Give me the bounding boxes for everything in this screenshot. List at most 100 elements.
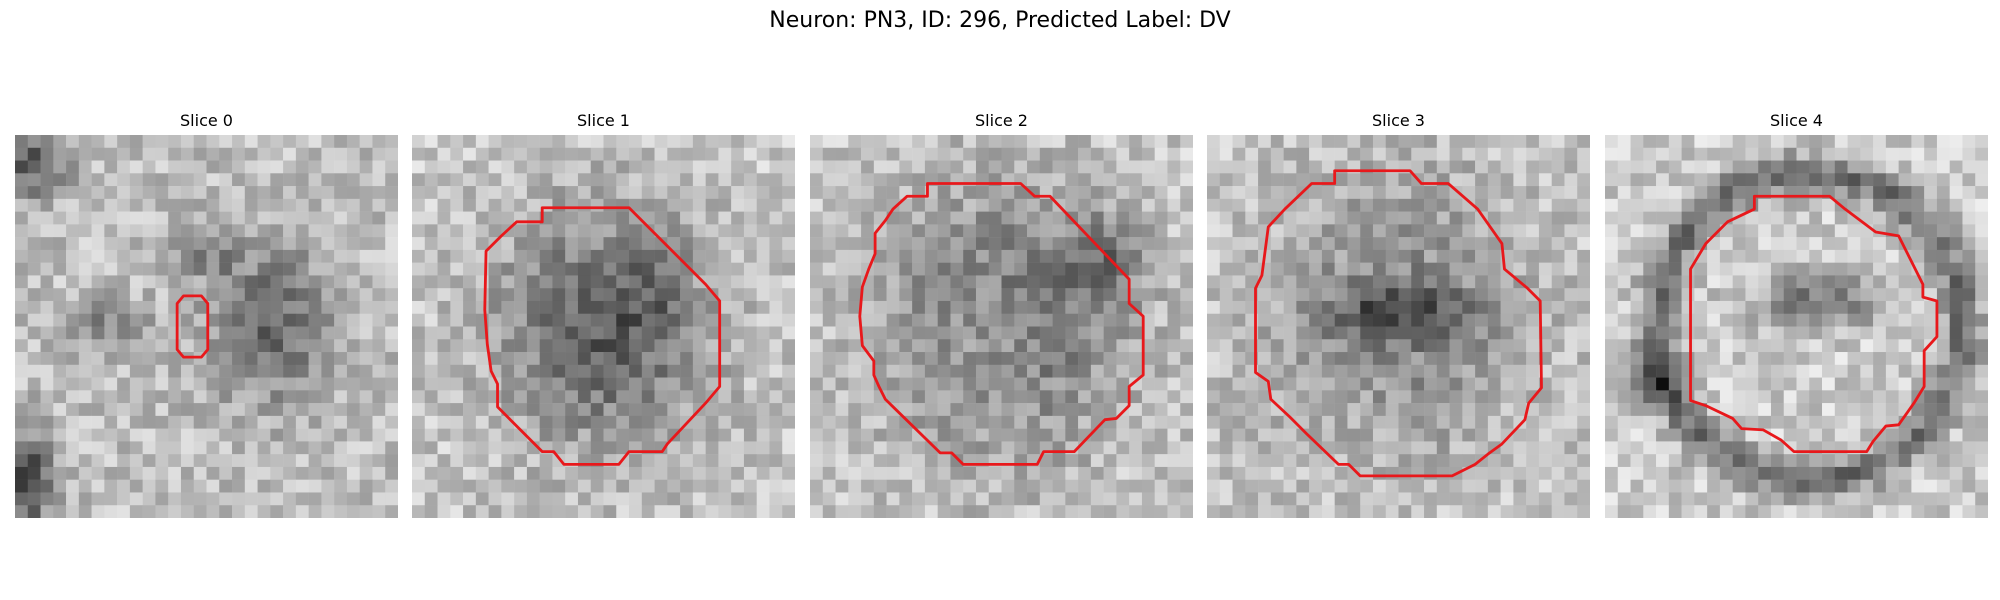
pixel (1847, 262, 1861, 276)
pixel (1873, 147, 1887, 161)
pixel (782, 275, 795, 289)
pixel (15, 211, 29, 225)
pixel (168, 211, 182, 225)
pixel (1078, 492, 1092, 506)
pixel (1745, 135, 1759, 149)
pixel (219, 173, 233, 187)
pixel (501, 211, 515, 225)
pixel (769, 454, 783, 468)
pixel (590, 237, 604, 251)
pixel (603, 339, 617, 353)
pixel (27, 288, 41, 302)
pixel (437, 479, 451, 493)
pixel (1219, 466, 1233, 480)
pixel (1014, 415, 1028, 429)
pixel (257, 403, 271, 417)
pixel (1860, 186, 1874, 200)
pixel (412, 135, 426, 149)
pixel (1911, 249, 1925, 263)
pixel (912, 275, 926, 289)
pixel (437, 326, 451, 340)
pixel (232, 454, 246, 468)
pixel (385, 403, 398, 417)
pixel (1141, 186, 1155, 200)
pixel (180, 492, 194, 506)
pixel (616, 300, 630, 314)
pixel (835, 211, 849, 225)
pixel (372, 160, 386, 174)
pixel (718, 441, 732, 455)
pixel (1758, 377, 1772, 391)
pixel (1681, 466, 1695, 480)
pixel (1758, 441, 1772, 455)
pixel (1898, 135, 1912, 149)
pixel (78, 288, 92, 302)
pixel (1090, 211, 1104, 225)
pixel (1873, 352, 1887, 366)
pixel (270, 505, 284, 518)
pixel (1500, 403, 1514, 417)
pixel (1180, 403, 1193, 417)
pixel (1129, 211, 1143, 225)
pixel (283, 505, 297, 518)
pixel (1898, 160, 1912, 174)
pixel (1847, 275, 1861, 289)
pixel (412, 288, 426, 302)
pixel (91, 403, 105, 417)
pixel (463, 441, 477, 455)
pixel (988, 262, 1002, 276)
pixel (1873, 262, 1887, 276)
pixel (1475, 403, 1489, 417)
pixel (1847, 147, 1861, 161)
pixel (756, 262, 770, 276)
pixel (53, 275, 67, 289)
pixel (1270, 441, 1284, 455)
pixel (40, 428, 54, 442)
pixel (155, 275, 169, 289)
pixel (1605, 441, 1619, 455)
pixel (1398, 147, 1412, 161)
pixel (565, 173, 579, 187)
pixel (1758, 352, 1772, 366)
pixel (1219, 300, 1233, 314)
pixel (1487, 198, 1501, 212)
pixel (1309, 249, 1323, 263)
pixel (1668, 275, 1682, 289)
pixel (1885, 364, 1899, 378)
pixel (129, 147, 143, 161)
pixel (475, 364, 489, 378)
pixel (78, 147, 92, 161)
pixel (1321, 403, 1335, 417)
pixel (1834, 135, 1848, 149)
pixel (117, 441, 131, 455)
pixel (168, 262, 182, 276)
pixel (1078, 326, 1092, 340)
pixel (359, 160, 373, 174)
pixel (963, 352, 977, 366)
pixel (129, 275, 143, 289)
pixel (91, 173, 105, 187)
pixel (1577, 173, 1590, 187)
pixel (1975, 339, 1988, 353)
pixel (1668, 160, 1682, 174)
pixel (1526, 275, 1540, 289)
pixel (1538, 390, 1552, 404)
pixel (552, 237, 566, 251)
pixel (1526, 403, 1540, 417)
pixel (1360, 390, 1374, 404)
pixel (1719, 326, 1733, 340)
pixel (168, 454, 182, 468)
pixel (1154, 300, 1168, 314)
pixel (1656, 428, 1670, 442)
pixel (206, 237, 220, 251)
pixel (810, 300, 824, 314)
pixel (899, 428, 913, 442)
pixel (692, 441, 706, 455)
pixel (1885, 492, 1899, 506)
pixel (552, 224, 566, 238)
pixel (1656, 160, 1670, 174)
pixel (1834, 339, 1848, 353)
pixel (1001, 479, 1015, 493)
pixel (1643, 339, 1657, 353)
pixel (219, 211, 233, 225)
